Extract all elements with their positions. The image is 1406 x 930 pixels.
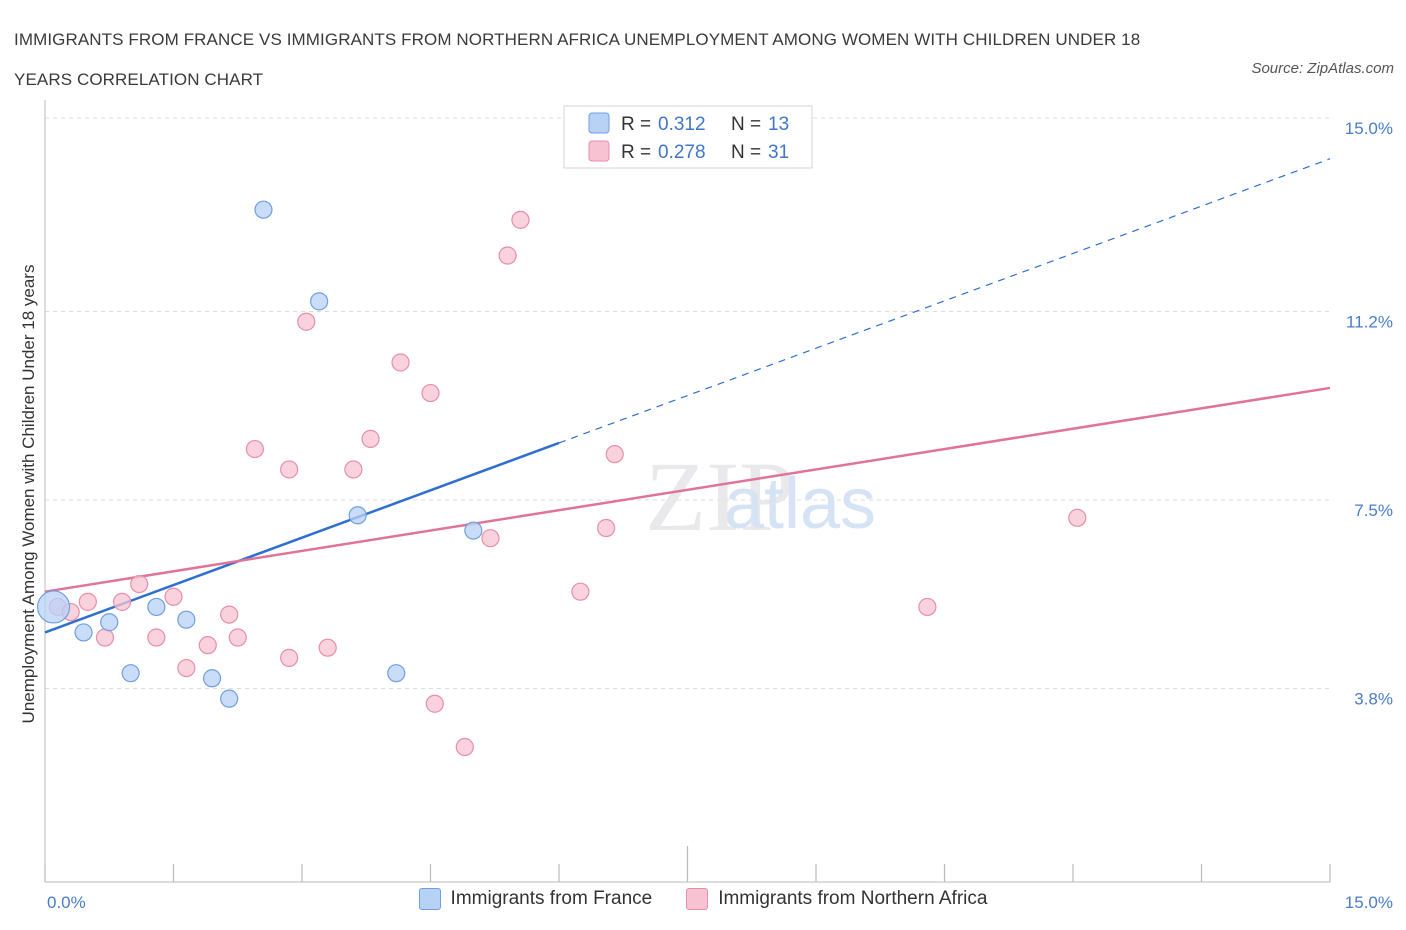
point-africa-29 [918,597,937,617]
point-africa-13 [280,648,299,667]
point-france-6 [202,669,222,688]
legend-swatch-africa [588,140,610,162]
point-africa-5 [130,574,149,594]
point-france-11 [387,664,406,683]
point-africa-23 [481,529,500,548]
point-africa-28 [605,445,624,464]
series-legend: Immigrants from France Immigrants from N… [0,888,1406,910]
point-africa-25 [511,210,530,229]
legend-n-value-africa: 31 [768,142,789,163]
source-label: Source: ZipAtlas.com [1251,60,1394,77]
x-tick-labels: 0.0% 15.0% [47,893,1393,912]
point-africa-3 [95,628,115,647]
point-africa-9 [198,636,217,655]
chart-title: IMMIGRANTS FROM FRANCE VS IMMIGRANTS FRO… [14,30,1141,89]
point-france-7 [220,689,239,708]
point-france-1 [74,623,93,642]
legend-r-value-africa: 0.278 [658,142,706,163]
point-africa-27 [597,518,616,538]
point-africa-21 [425,694,444,713]
x-tick-label-1: 15.0% [1345,893,1393,912]
y-tick-label-3: 15.0% [1345,119,1393,138]
point-africa-4 [112,592,132,611]
point-africa-14 [280,460,299,479]
legend-r-label-france: R = [621,114,651,135]
axes [44,100,1331,883]
point-africa-26 [571,582,590,601]
y-tick-label-0: 3.8% [1354,689,1393,708]
y-tick-label-1: 7.5% [1354,501,1393,520]
legend-r-value-france: 0.312 [658,114,706,135]
grid-lines [45,117,1330,689]
point-france-8 [254,200,273,219]
point-africa-8 [177,658,196,678]
point-france-5 [177,610,196,629]
legend-label-africa: Immigrants from Northern Africa [718,888,988,909]
point-africa-19 [391,353,410,372]
legend-n-value-france: 13 [768,114,789,135]
point-africa-2 [78,592,97,611]
point-africa-6 [147,628,166,647]
trend-lines [44,158,1331,634]
y-tick-label-2: 11.2% [1346,313,1393,332]
legend-label-france: Immigrants from France [450,888,653,909]
x-tick-label-0: 0.0% [47,893,86,912]
point-africa-11 [228,628,247,647]
legend-item-africa[interactable]: Immigrants from Northern Africa [686,888,987,910]
point-france-3 [121,664,140,683]
point-africa-24 [498,246,517,265]
stats-legend: R = 0.312 N = 13 R = 0.278 N = 31 [563,105,813,169]
point-africa-10 [220,605,239,624]
y-tick-labels: 3.8% 7.5% 11.2% 15.0% [1345,119,1393,708]
point-france-4 [147,597,166,617]
point-africa-17 [344,460,363,479]
point-france-0 [36,590,71,624]
point-africa-16 [318,638,337,657]
legend-n-label-africa: N = [731,142,761,163]
point-france-10 [348,506,367,525]
point-africa-7 [164,587,183,606]
legend-n-label-france: N = [731,114,761,135]
legend-swatch-france [588,112,610,134]
point-france-12 [464,521,483,540]
legend-marker-france [418,888,441,910]
point-france-9 [310,292,329,311]
watermark-atlas: atlas [724,464,876,544]
point-france-2 [100,613,119,632]
point-africa-22 [455,737,474,757]
point-africa-15 [297,312,316,331]
point-africa-18 [361,429,380,448]
data-points [36,200,1087,757]
point-africa-12 [245,439,264,459]
y-axis-label: Unemployment Among Women with Children U… [19,265,38,724]
legend-item-france[interactable]: Immigrants from France [418,888,653,910]
legend-marker-africa [686,888,709,910]
point-africa-20 [421,383,440,403]
trend-line-france-extension [558,158,1331,444]
legend-r-label-africa: R = [621,142,651,163]
point-africa-30 [1068,508,1087,527]
trend-line-africa [44,386,1331,593]
watermark-zip: ZIP [645,441,795,552]
